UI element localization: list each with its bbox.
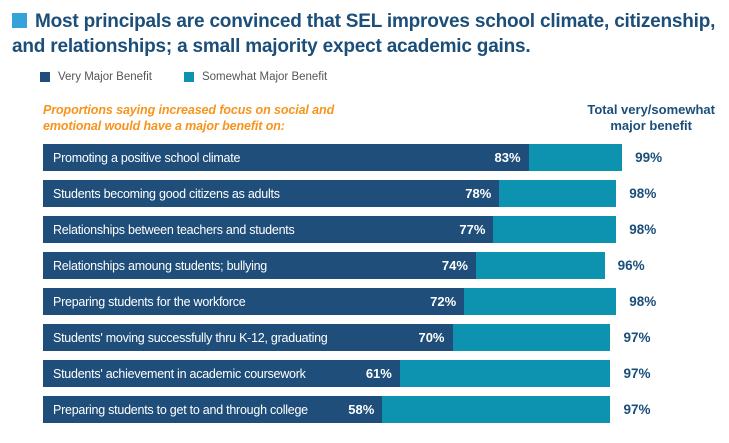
total-value: 97% xyxy=(623,366,651,381)
very-major-value: 83% xyxy=(494,150,521,165)
legend-item-somewhat-major: Somewhat Major Benefit xyxy=(183,71,328,83)
bar-segment-somewhat-major xyxy=(499,180,617,207)
category-label: Students becoming good citizens as adult… xyxy=(53,186,280,201)
very-major-value: 58% xyxy=(348,402,375,417)
bar-row: Students' achievement in academic course… xyxy=(43,360,729,387)
category-label: Preparing students for the workforce xyxy=(53,294,246,309)
bar-row: Students becoming good citizens as adult… xyxy=(43,180,729,207)
bar-segment-very-major: Relationships between teachers and stude… xyxy=(43,216,494,243)
category-label: Students' achievement in academic course… xyxy=(53,366,306,381)
bar-segment-very-major: Promoting a positive school climate 83% xyxy=(43,144,529,171)
bar-row: Preparing students to get to and through… xyxy=(43,396,729,423)
category-label: Relationships between teachers and stude… xyxy=(53,222,295,237)
very-major-value: 61% xyxy=(365,366,392,381)
chart-title: Most principals are convinced that SEL i… xyxy=(0,0,729,59)
bar-chart: Promoting a positive school climate 83% 99… xyxy=(43,144,729,423)
legend: Very Major Benefit Somewhat Major Benefi… xyxy=(40,71,729,83)
bar-row: Relationships amoung students; bullying 7… xyxy=(43,252,729,279)
very-major-value: 72% xyxy=(430,294,457,309)
bar-segment-somewhat-major xyxy=(464,288,617,315)
bar-segment-very-major: Relationships amoung students; bullying 7… xyxy=(43,252,476,279)
very-major-swatch-icon xyxy=(40,72,50,82)
bar-row: Students' moving successfully thru K-12,… xyxy=(43,324,729,351)
totals-header-line2: major benefit xyxy=(610,118,692,133)
bar-segment-somewhat-major xyxy=(399,360,611,387)
very-major-value: 77% xyxy=(459,222,486,237)
total-value: 97% xyxy=(623,330,651,345)
category-label: Promoting a positive school climate xyxy=(53,150,241,165)
totals-header-line1: Total very/somewhat xyxy=(587,102,715,117)
legend-label: Very Major Benefit xyxy=(58,71,152,83)
bar-segment-somewhat-major xyxy=(528,144,623,171)
bar-row: Promoting a positive school climate 83% 99… xyxy=(43,144,729,171)
bar-segment-somewhat-major xyxy=(382,396,611,423)
chart-subtitle: Proportions saying increased focus on so… xyxy=(43,102,388,134)
bar-segment-very-major: Students' achievement in academic course… xyxy=(43,360,400,387)
bar-segment-somewhat-major xyxy=(475,252,605,279)
somewhat-major-swatch-icon xyxy=(183,72,194,82)
very-major-value: 78% xyxy=(465,186,492,201)
total-value: 99% xyxy=(635,150,663,165)
subtitle-bold: major benefit xyxy=(185,119,263,133)
bar-segment-somewhat-major xyxy=(493,216,617,243)
category-label: Students' moving successfully thru K-12,… xyxy=(53,330,328,345)
total-value: 97% xyxy=(623,402,651,417)
total-value: 98% xyxy=(629,186,657,201)
title-bullet-icon xyxy=(12,13,27,28)
chart-title-text: Most principals are convinced that SEL i… xyxy=(12,11,716,57)
legend-label: Somewhat Major Benefit xyxy=(201,71,328,83)
bar-row: Relationships between teachers and stude… xyxy=(43,216,729,243)
total-value: 96% xyxy=(617,258,645,273)
bar-segment-very-major: Preparing students for the workforce 72% xyxy=(43,288,465,315)
subheader-row: Proportions saying increased focus on so… xyxy=(43,102,715,134)
bar-segment-somewhat-major xyxy=(452,324,611,351)
bar-row: Preparing students for the workforce 72% 9… xyxy=(43,288,729,315)
category-label: Preparing students to get to and through… xyxy=(53,402,308,417)
total-value: 98% xyxy=(629,294,657,309)
very-major-value: 74% xyxy=(441,258,468,273)
totals-column-header: Total very/somewhat major benefit xyxy=(587,102,715,134)
subtitle-part1: Proportions saying increased focus on so… xyxy=(43,103,335,133)
bar-segment-very-major: Preparing students to get to and through… xyxy=(43,396,383,423)
bar-segment-very-major: Students becoming good citizens as adult… xyxy=(43,180,500,207)
total-value: 98% xyxy=(629,222,657,237)
bar-segment-very-major: Students' moving successfully thru K-12,… xyxy=(43,324,453,351)
subtitle-part2: on: xyxy=(262,119,285,133)
very-major-value: 70% xyxy=(418,330,445,345)
legend-item-very-major: Very Major Benefit xyxy=(40,71,152,83)
category-label: Relationships amoung students; bullying xyxy=(53,258,267,273)
